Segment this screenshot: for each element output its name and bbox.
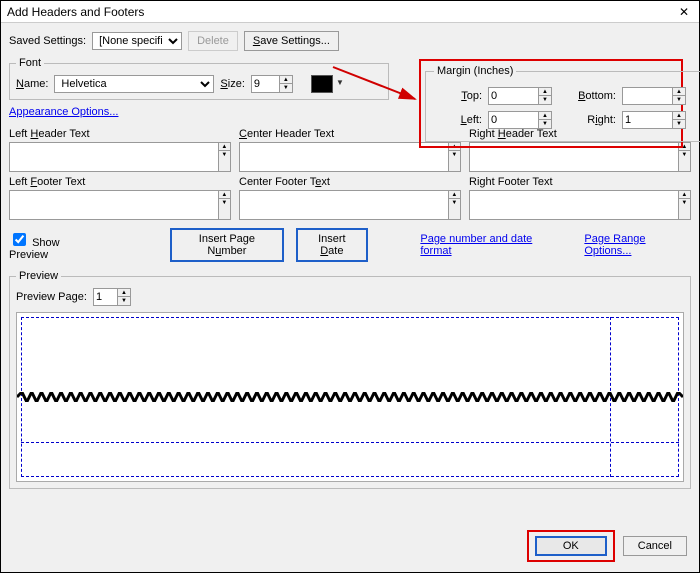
left-footer-label: Left Footer Text xyxy=(9,176,231,188)
font-legend: Font xyxy=(16,57,44,69)
appearance-options-link[interactable]: Appearance Options... xyxy=(9,106,118,118)
font-color-swatch[interactable] xyxy=(311,75,333,93)
left-header-label: Left Header Text xyxy=(9,128,231,140)
ok-annotation-box: OK xyxy=(527,530,615,562)
center-header-textarea[interactable] xyxy=(239,142,448,172)
mid-controls-row: Show Preview Insert Page Number Insert D… xyxy=(9,228,691,262)
delete-button: Delete xyxy=(188,31,238,51)
saved-settings-row: Saved Settings: [None specified] Delete … xyxy=(9,31,691,51)
show-preview-checkbox[interactable]: Show Preview xyxy=(9,230,98,261)
margin-left-spinner[interactable]: ▲▼ xyxy=(488,111,560,129)
preview-page-spinner[interactable]: ▲▼ xyxy=(93,288,131,306)
window-title: Add Headers and Footers xyxy=(7,5,144,19)
font-name-label: Name: xyxy=(16,78,48,90)
ok-button[interactable]: OK xyxy=(535,536,607,556)
preview-page-label: Preview Page: xyxy=(16,291,87,303)
saved-settings-select[interactable]: [None specified] xyxy=(92,32,182,50)
preview-legend: Preview xyxy=(16,270,61,282)
titlebar: Add Headers and Footers ✕ xyxy=(1,1,699,23)
margin-legend: Margin (Inches) xyxy=(434,65,516,77)
preview-content-divider xyxy=(17,392,683,402)
preview-canvas xyxy=(16,312,684,482)
dialog-buttons: OK Cancel xyxy=(527,530,687,562)
preview-fieldset: Preview Preview Page: ▲▼ xyxy=(9,270,691,489)
margin-right-label: Right: xyxy=(566,114,616,126)
margin-right-spinner[interactable]: ▲▼ xyxy=(622,111,694,129)
close-icon[interactable]: ✕ xyxy=(675,5,693,19)
font-size-spinner[interactable]: ▲▼ xyxy=(251,75,293,93)
cancel-button[interactable]: Cancel xyxy=(623,536,687,556)
font-size-spin-buttons[interactable]: ▲▼ xyxy=(279,75,293,93)
margin-top-label: Top: xyxy=(434,90,482,102)
margin-left-label: Left: xyxy=(434,114,482,126)
right-footer-label: Right Footer Text xyxy=(469,176,691,188)
font-size-label: Size: xyxy=(220,78,244,90)
left-header-textarea[interactable] xyxy=(9,142,218,172)
margin-bottom-spinner[interactable]: ▲▼ xyxy=(622,87,694,105)
font-fieldset: Font Name: Helvetica Size: ▲▼ xyxy=(9,57,389,100)
insert-date-button[interactable]: Insert Date xyxy=(296,228,368,262)
margin-annotation-box: Margin (Inches) Top: ▲▼ Bottom: ▲▼ Left:… xyxy=(419,59,683,148)
margin-fieldset: Margin (Inches) Top: ▲▼ Bottom: ▲▼ Left:… xyxy=(425,65,700,142)
insert-page-number-button[interactable]: Insert Page Number xyxy=(170,228,284,262)
font-size-input[interactable] xyxy=(251,75,279,93)
margin-bottom-label: Bottom: xyxy=(566,90,616,102)
dialog-window: Add Headers and Footers ✕ Saved Settings… xyxy=(0,0,700,573)
left-footer-textarea[interactable] xyxy=(9,190,218,220)
margin-top-spinner[interactable]: ▲▼ xyxy=(488,87,560,105)
right-footer-textarea[interactable] xyxy=(469,190,678,220)
saved-settings-label: Saved Settings: xyxy=(9,35,86,47)
save-settings-button[interactable]: Save Settings... xyxy=(244,31,339,51)
page-number-format-link[interactable]: Page number and date format xyxy=(420,233,560,257)
center-footer-textarea[interactable] xyxy=(239,190,448,220)
center-footer-label: Center Footer Text xyxy=(239,176,461,188)
preview-bottom-margin-line xyxy=(21,442,679,443)
font-name-select[interactable]: Helvetica xyxy=(54,75,214,93)
save-settings-rest: ave Settings... xyxy=(260,35,330,47)
page-range-options-link[interactable]: Page Range Options... xyxy=(584,233,691,257)
